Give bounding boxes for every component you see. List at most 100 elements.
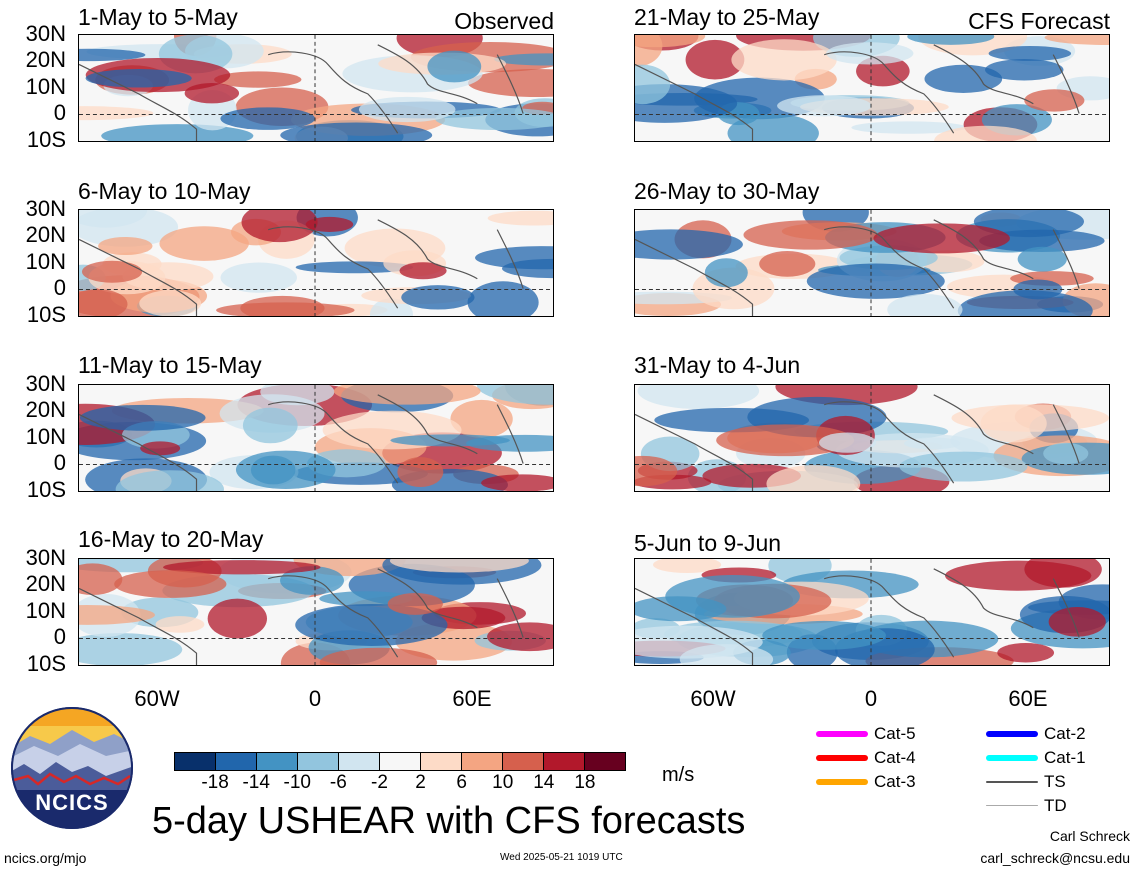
shear-contour: [934, 125, 1037, 141]
colorbar: [174, 752, 626, 771]
shear-contour: [727, 113, 819, 141]
colorbar-swatch: [298, 753, 339, 770]
shear-contour: [184, 82, 240, 104]
shear-contour: [389, 559, 529, 573]
shear-map-panel: [634, 384, 1110, 492]
shear-contour: [635, 455, 678, 487]
shear-contour: [988, 45, 1072, 61]
colorbar-swatch: [503, 753, 544, 770]
shear-contour: [387, 593, 443, 615]
panel-title: 5-Jun to 9-Jun: [634, 530, 782, 556]
panel-title: 11-May to 15-May: [78, 352, 262, 378]
lat-label: 30N: [25, 21, 66, 46]
shear-contour: [743, 220, 878, 250]
shear-contour: [401, 285, 475, 310]
lat-label: 20N: [25, 47, 66, 72]
lat-label: 10N: [25, 424, 66, 449]
shear-contour: [903, 437, 961, 450]
shear-contour: [997, 643, 1055, 663]
legend-line: [816, 755, 868, 761]
shear-contour: [214, 71, 302, 88]
shear-contour: [79, 563, 123, 596]
shear-contour: [1024, 89, 1085, 112]
lon-label: 0: [864, 686, 878, 711]
shear-contour: [1013, 279, 1063, 300]
lon-label: 60W: [134, 686, 180, 711]
coastline: [79, 568, 524, 665]
shear-contour: [450, 399, 513, 438]
shear-contour: [79, 48, 146, 62]
colorbar-swatch: [339, 753, 380, 770]
lat-label: 10S: [26, 302, 66, 327]
shear-contour: [79, 605, 155, 625]
colorbar-swatch: [421, 753, 462, 770]
shear-contour: [766, 465, 861, 491]
shear-contour: [140, 441, 181, 456]
lat-label: 10N: [25, 74, 66, 99]
shear-contour: [241, 210, 318, 243]
lat-label: 30N: [25, 545, 66, 570]
shear-contour: [851, 121, 967, 134]
shear-contour: [899, 451, 1028, 482]
shear-contour: [240, 295, 325, 316]
colorbar-tick-label: 10: [492, 772, 514, 793]
lat-label: 30N: [25, 371, 66, 396]
shear-contour: [114, 570, 227, 598]
lon-label: 60E: [1008, 686, 1048, 711]
observed-label: Observed: [454, 8, 554, 34]
shear-contour: [653, 559, 722, 574]
shear-contour: [390, 434, 510, 447]
shear-contour: [944, 560, 1092, 591]
lat-label: 20N: [25, 571, 66, 596]
shear-contour: [163, 560, 321, 575]
lon-label: 60W: [690, 686, 736, 711]
shear-contour: [207, 598, 268, 639]
shear-contour: [1043, 442, 1089, 465]
coastline: [635, 568, 1080, 665]
shear-contour: [887, 294, 963, 316]
panel-title: 1-May to 5-May: [78, 4, 238, 30]
shear-contour: [79, 633, 183, 665]
shear-contour: [475, 246, 553, 270]
legend-label: Cat-4: [874, 748, 916, 767]
shear-contour: [305, 216, 354, 232]
ncics-logo: NCICS: [10, 706, 134, 830]
panel-title: 21-May to 25-May: [634, 4, 820, 30]
colorbar-swatch: [544, 753, 585, 770]
shear-contour: [494, 53, 553, 66]
coastline: [635, 44, 1080, 141]
lat-label: 0: [53, 100, 66, 125]
shear-contour: [1017, 246, 1067, 272]
shear-contour: [319, 647, 438, 665]
shear-contour: [924, 64, 1003, 94]
shear-map-panel: [78, 34, 554, 142]
shear-contour: [155, 616, 205, 633]
shear-contour: [435, 107, 553, 131]
shear-contour: [487, 210, 553, 226]
legend-label: Cat-3: [874, 772, 916, 791]
colorbar-swatch: [380, 753, 421, 770]
shear-contour: [985, 59, 1064, 81]
panel-title: 31-May to 4-Jun: [634, 352, 801, 378]
colorbar-tick-label: 18: [574, 772, 596, 793]
shear-contour: [139, 290, 202, 316]
legend-line: [986, 755, 1038, 761]
shear-contour: [85, 69, 192, 88]
lat-label: 0: [53, 275, 66, 300]
colorbar-unit: m/s: [662, 764, 695, 786]
shear-contour: [973, 210, 1084, 238]
main-title: 5-day USHEAR with CFS forecasts: [152, 800, 746, 842]
shear-contour: [826, 42, 914, 65]
shear-contour: [242, 407, 298, 444]
legend-line: [816, 731, 868, 737]
shear-contour: [762, 620, 886, 650]
shear-contour: [685, 39, 745, 80]
colorbar-tick-label: 2: [415, 772, 426, 793]
colorbar-swatch: [257, 753, 298, 770]
shear-contour: [704, 258, 748, 288]
shear-contour: [777, 95, 872, 117]
shear-contour: [637, 385, 760, 409]
shear-map-panel: [634, 209, 1110, 317]
logo-text: NCICS: [35, 790, 109, 815]
shear-contour: [235, 450, 336, 490]
